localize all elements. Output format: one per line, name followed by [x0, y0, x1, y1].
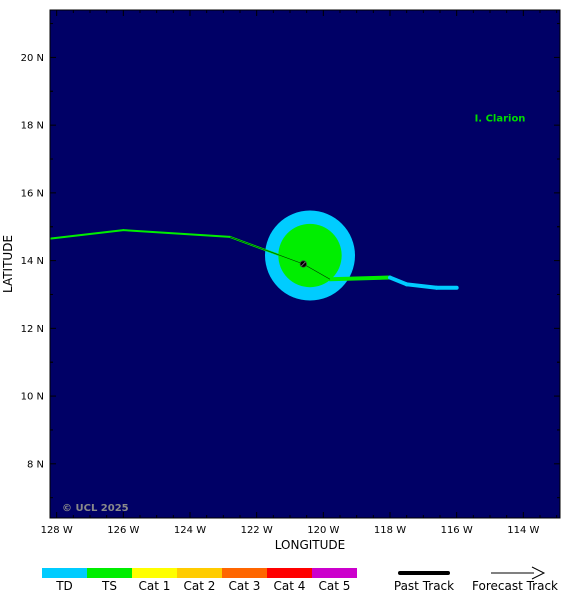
past-track-label: Past Track — [394, 579, 454, 593]
legend-label: Cat 4 — [274, 579, 306, 593]
map-plot-layer — [50, 210, 459, 301]
y-tick-label: 18 N — [21, 121, 44, 132]
forecast-track-core — [303, 263, 331, 280]
y-axis-title: LATITUDE — [1, 235, 15, 293]
past-track-segment — [328, 275, 392, 282]
map-border — [49, 9, 561, 519]
legend-label: Cat 3 — [229, 579, 261, 593]
copyright-text: © UCL 2025 — [62, 503, 129, 514]
legend-swatch-cat3 — [222, 568, 267, 578]
legend-label: TS — [101, 579, 117, 593]
legend-label: Cat 1 — [139, 579, 171, 593]
x-tick-label: 122 W — [241, 525, 273, 536]
x-tick-label: 114 W — [507, 525, 539, 536]
legend-label: TD — [55, 579, 73, 593]
forecast-track-segment — [122, 229, 231, 238]
x-tick-label: 124 W — [174, 525, 206, 536]
y-tick-label: 8 N — [27, 459, 44, 470]
x-axis-title: LONGITUDE — [275, 538, 345, 552]
past-track-segment — [388, 275, 409, 287]
past-track-legend: Past Track — [394, 571, 454, 593]
legend-swatch-cat2 — [177, 568, 222, 578]
legend-swatch-cat5 — [312, 568, 357, 578]
forecast-track-segment — [50, 229, 125, 240]
legend-swatch-cat1 — [132, 568, 177, 578]
legend-label: Cat 2 — [184, 579, 216, 593]
forecast-arrow-head-icon — [531, 566, 546, 580]
wind-radius-inner — [278, 223, 342, 288]
y-tick-label: 12 N — [21, 324, 44, 335]
island-label-clarion: I. Clarion — [475, 113, 526, 124]
y-tick-label: 20 N — [21, 53, 44, 64]
category-legend: TD TS Cat 1 Cat 2 Cat 3 Cat 4 Cat 5 — [42, 568, 357, 593]
forecast-track-label: Forecast Track — [472, 579, 558, 593]
y-tick-label: 14 N — [21, 256, 44, 267]
past-track-segment — [404, 282, 439, 290]
x-tick-label: 126 W — [107, 525, 139, 536]
x-tick-label: 116 W — [441, 525, 473, 536]
x-tick-label: 118 W — [374, 525, 406, 536]
y-tick-label: 10 N — [21, 392, 44, 403]
x-tick-label: 128 W — [41, 525, 73, 536]
legend-swatch-ts — [87, 568, 132, 578]
forecast-track-core — [229, 236, 304, 265]
storm-center-mark — [301, 261, 306, 267]
legend-label: Cat 5 — [319, 579, 351, 593]
y-tick-label: 16 N — [21, 188, 44, 199]
x-tick-label: 120 W — [307, 525, 339, 536]
legend-swatch-cat4 — [267, 568, 312, 578]
forecast-track-legend: Forecast Track — [472, 566, 558, 593]
legend-swatch-td — [42, 568, 87, 578]
